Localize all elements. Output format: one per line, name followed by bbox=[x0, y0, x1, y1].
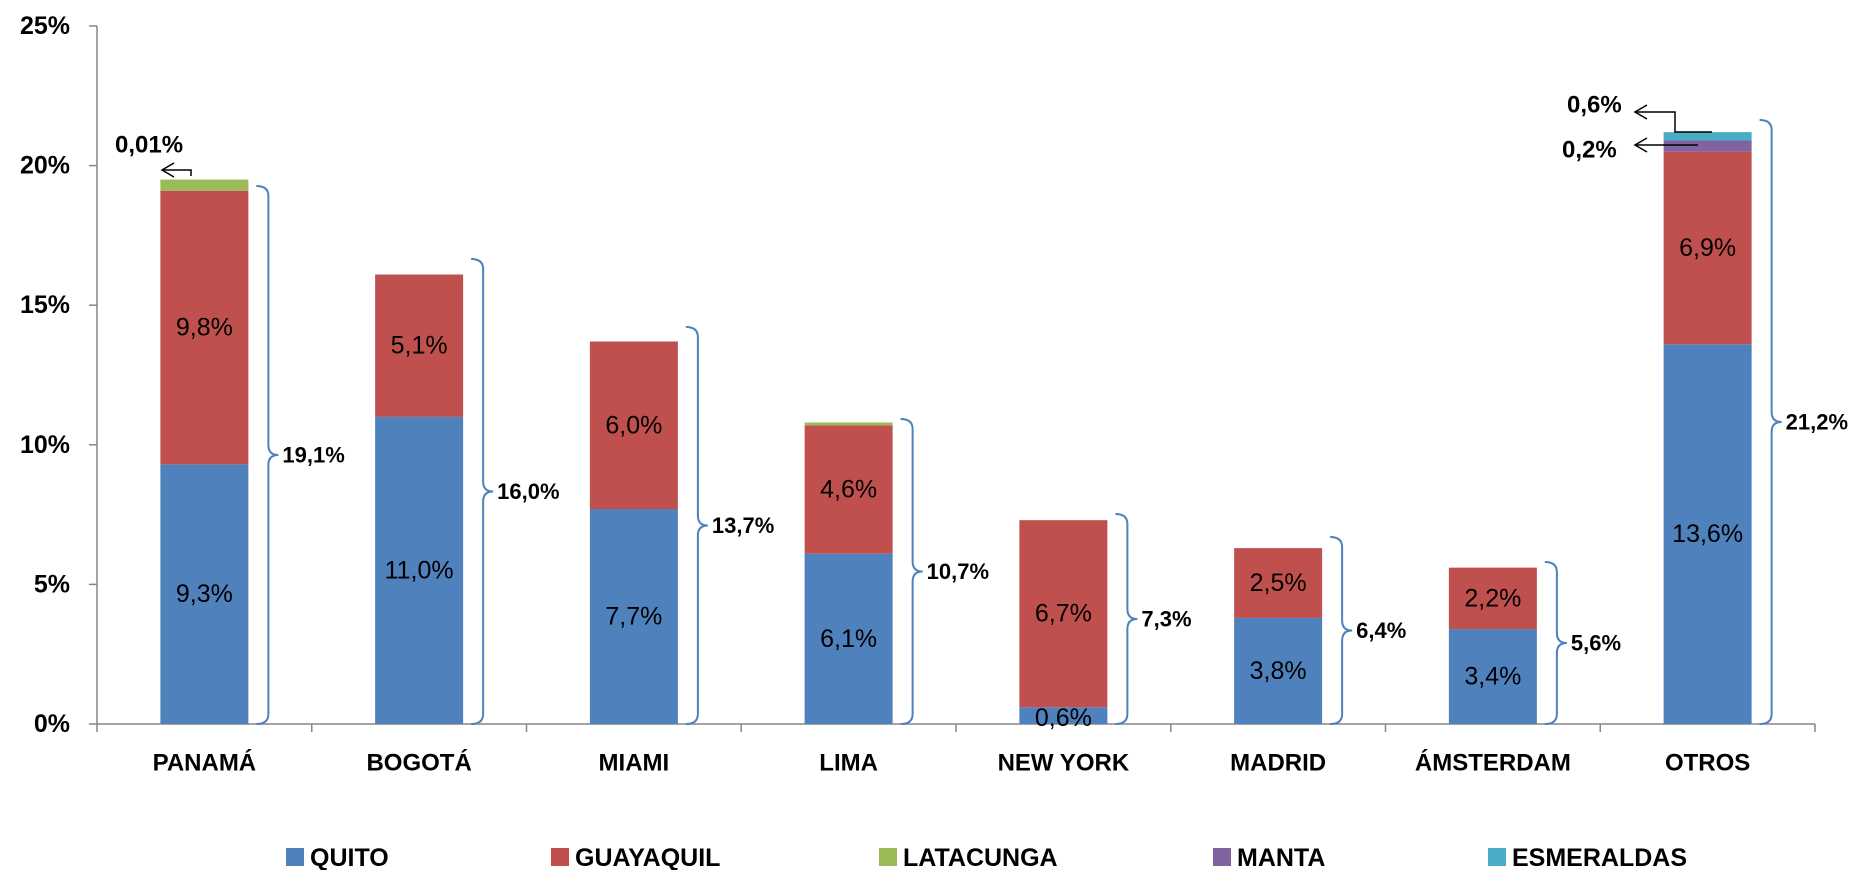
bar-segment bbox=[160, 464, 249, 724]
total-label: 6,4% bbox=[1356, 618, 1406, 643]
legend-label: GUAYAQUIL bbox=[575, 844, 720, 870]
annotation-arrowhead bbox=[1633, 104, 1648, 120]
bar-segment bbox=[375, 274, 464, 417]
data-label: 13,6% bbox=[1672, 520, 1743, 548]
y-tick-label: 5% bbox=[34, 570, 70, 598]
x-tick-label: MADRID bbox=[1230, 750, 1326, 777]
bar-segment bbox=[1663, 132, 1752, 141]
total-brace bbox=[900, 418, 923, 725]
annotation-leader bbox=[1635, 111, 1712, 133]
data-label: 9,3% bbox=[176, 580, 233, 608]
y-tick-label: 20% bbox=[20, 152, 70, 180]
bars: 9,3% 9,8% 11,0% 5,1% 7,7% 6,0% 6,1% 4,6% 0,6% 6,7… bbox=[160, 132, 1752, 732]
x-tick-label: LIMA bbox=[819, 750, 878, 777]
legend-label: MANTA bbox=[1237, 844, 1325, 870]
total-label: 10,7% bbox=[927, 559, 989, 584]
data-label: 6,1% bbox=[820, 625, 877, 653]
total-brace bbox=[685, 326, 708, 725]
x-tick-label: MIAMI bbox=[599, 750, 670, 777]
total-brace bbox=[256, 185, 279, 725]
bar-segment bbox=[804, 553, 893, 724]
data-label: 6,9% bbox=[1679, 234, 1736, 262]
bar-segment bbox=[1663, 344, 1752, 724]
legend-swatch bbox=[551, 848, 569, 866]
total-label: 19,1% bbox=[282, 443, 344, 468]
x-tick-label: ÁMSTERDAM bbox=[1415, 749, 1571, 777]
legend-swatch bbox=[1488, 848, 1506, 866]
bar-segment bbox=[1234, 617, 1323, 724]
bar-segment bbox=[1019, 707, 1108, 724]
annotation-arrowhead bbox=[160, 162, 175, 178]
legend-swatch bbox=[286, 848, 304, 866]
data-label: 11,0% bbox=[385, 556, 454, 584]
legend-swatch bbox=[1213, 848, 1231, 866]
data-label: 0,6% bbox=[1035, 704, 1092, 732]
data-label: 4,6% bbox=[820, 475, 877, 503]
data-label: 6,7% bbox=[1035, 600, 1092, 628]
bar-segment bbox=[1663, 151, 1752, 345]
data-label: 2,5% bbox=[1250, 569, 1307, 597]
bar-segment bbox=[589, 341, 678, 510]
data-label: 7,7% bbox=[605, 603, 662, 631]
bar-segment bbox=[589, 509, 678, 724]
total-brace bbox=[1115, 513, 1138, 725]
total-label: 16,0% bbox=[497, 479, 559, 504]
total-brace bbox=[1330, 536, 1353, 725]
legend-swatch bbox=[879, 848, 897, 866]
x-tick-label: BOGOTÁ bbox=[366, 749, 471, 777]
data-label: 9,8% bbox=[176, 314, 233, 342]
total-label: 5,6% bbox=[1571, 631, 1621, 656]
data-label: 3,8% bbox=[1250, 657, 1307, 685]
bar-segment bbox=[1663, 140, 1752, 152]
bar-segment bbox=[1234, 548, 1323, 618]
total-label: 21,2% bbox=[1786, 410, 1848, 435]
total-brace bbox=[471, 258, 494, 725]
annotation-label: 0,2% bbox=[1562, 137, 1617, 164]
total-brace bbox=[1759, 119, 1782, 725]
bar-segment bbox=[804, 425, 893, 554]
data-label: 6,0% bbox=[605, 411, 662, 439]
bar-segment bbox=[804, 422, 893, 426]
annotation-leader bbox=[162, 169, 192, 176]
bar-segment bbox=[160, 179, 249, 191]
small-segment-annotations: 0,01% 0,6% 0,2% bbox=[115, 92, 1712, 178]
annotation-arrowhead bbox=[1633, 137, 1648, 153]
legend-label: QUITO bbox=[310, 844, 389, 870]
y-tick-label: 0% bbox=[34, 710, 70, 738]
total-brace bbox=[1544, 561, 1567, 725]
axes: 0% 5% 10% 15% 20% 25% PANAMÁ BOGOTÁ MIAMI LIMA NEW… bbox=[20, 12, 1816, 777]
total-label: 7,3% bbox=[1141, 607, 1191, 632]
annotation-label: 0,01% bbox=[115, 132, 183, 159]
x-tick-label: PANAMÁ bbox=[153, 749, 257, 777]
bar-segment bbox=[160, 190, 249, 465]
annotation-label: 0,6% bbox=[1567, 92, 1622, 119]
x-tick-label: NEW YORK bbox=[998, 750, 1130, 777]
bar-segment bbox=[1448, 567, 1537, 630]
total-label: 13,7% bbox=[712, 513, 774, 538]
data-label: 3,4% bbox=[1464, 663, 1521, 691]
data-label: 2,2% bbox=[1464, 584, 1521, 612]
bar-segment bbox=[375, 416, 464, 724]
legend-label: ESMERALDAS bbox=[1512, 844, 1687, 870]
y-tick-label: 25% bbox=[20, 12, 70, 40]
bar-segment bbox=[1019, 520, 1108, 708]
x-tick-label: OTROS bbox=[1665, 750, 1750, 777]
y-tick-label: 15% bbox=[20, 291, 70, 319]
legend-label: LATACUNGA bbox=[903, 844, 1058, 870]
data-label: 5,1% bbox=[391, 332, 448, 360]
bar-segment bbox=[1448, 629, 1537, 724]
y-tick-label: 10% bbox=[20, 431, 70, 459]
legend: QUITO GUAYAQUIL LATACUNGA MANTA ESMERALDAS bbox=[286, 844, 1687, 870]
